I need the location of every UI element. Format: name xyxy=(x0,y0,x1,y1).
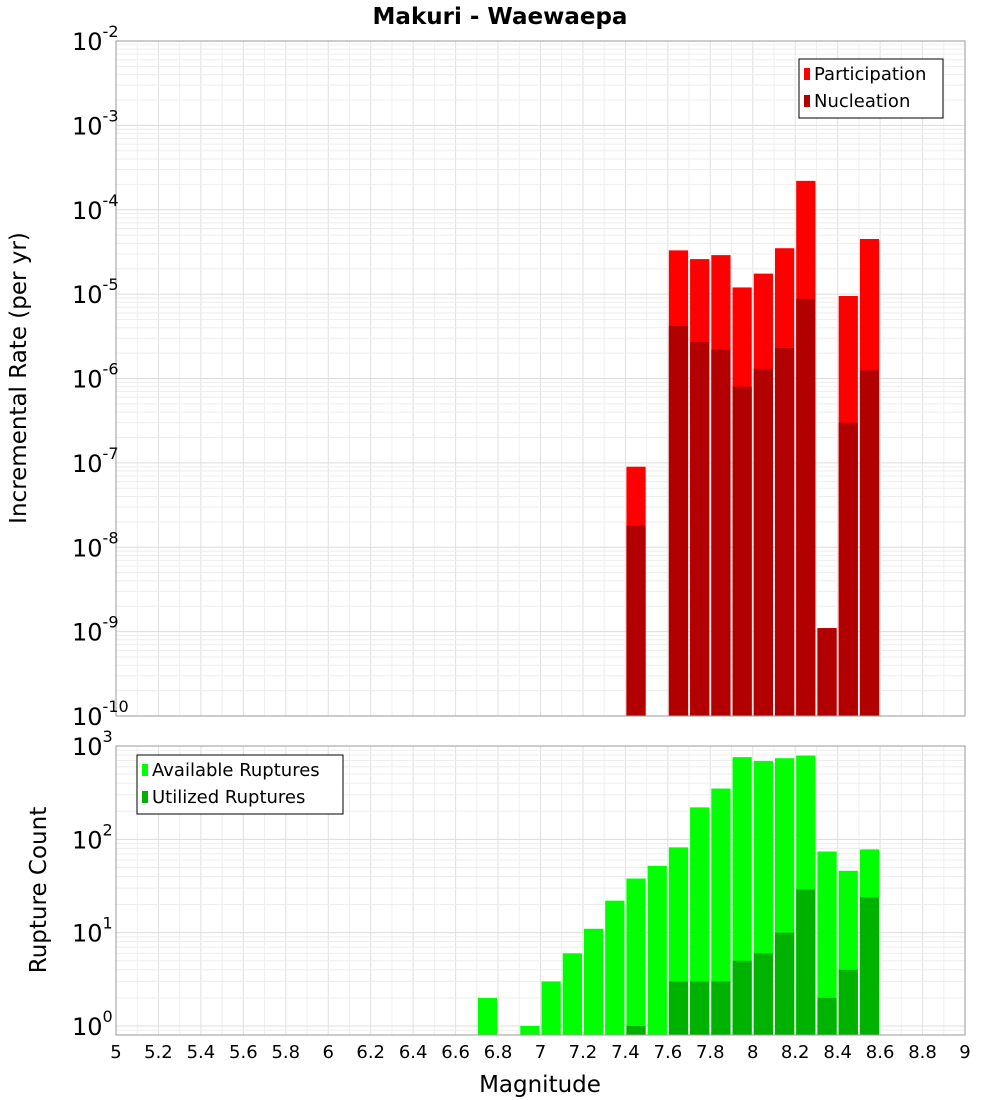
x-tick-label: 6.2 xyxy=(356,1042,385,1063)
x-tick-label: 8.6 xyxy=(866,1042,895,1063)
x-tick-label: 9 xyxy=(959,1042,970,1063)
bar-nucleation xyxy=(753,368,773,716)
bar-utilized-ruptures xyxy=(817,997,837,1035)
grid xyxy=(115,40,966,717)
x-tick-label: 5.8 xyxy=(271,1042,300,1063)
y-tick-label: 10-6 xyxy=(72,360,119,394)
bar-nucleation xyxy=(668,325,689,716)
legend-swatch xyxy=(804,68,810,80)
bar-available-ruptures xyxy=(711,788,731,1035)
y-tick-label: 10-3 xyxy=(72,106,119,140)
y-tick-label: 10-7 xyxy=(72,444,119,478)
bars xyxy=(477,755,880,1035)
legend-entry: Nucleation xyxy=(814,91,910,112)
y-tick-label: 10-2 xyxy=(72,22,119,56)
x-axis-label: Magnitude xyxy=(479,1072,601,1098)
plot-frame xyxy=(115,745,966,1036)
bar-utilized-ruptures xyxy=(753,953,773,1035)
y-axis-label-count: Rupture Count xyxy=(26,807,52,973)
x-tick-label: 6.6 xyxy=(441,1042,470,1063)
bar-nucleation xyxy=(796,298,816,716)
x-tick-label: 5.4 xyxy=(187,1042,216,1063)
bars xyxy=(626,180,880,717)
bar-nucleation xyxy=(817,628,837,716)
bar-utilized-ruptures xyxy=(711,981,731,1035)
legend-box xyxy=(136,754,344,815)
bar-nucleation xyxy=(626,525,646,716)
y-tick-label: 102 xyxy=(72,820,113,854)
legend-entry: Participation xyxy=(814,64,926,85)
bar-available-ruptures xyxy=(520,1025,540,1035)
plot-frame xyxy=(115,40,966,717)
bar-nucleation xyxy=(859,370,880,716)
bar-utilized-ruptures xyxy=(732,960,752,1035)
bar-nucleation xyxy=(732,386,752,716)
x-tick-label: 8.2 xyxy=(781,1042,810,1063)
x-tick-label: 7.6 xyxy=(654,1042,683,1063)
y-tick-label: 101 xyxy=(72,914,113,948)
bar-available-ruptures xyxy=(626,878,646,1035)
rate-panel: 10-10 10-9 10-8 10-7 10-6 10-5 10-4 10-3 10-2 Par… xyxy=(72,22,966,731)
bar-available-ruptures xyxy=(583,928,604,1035)
bar-utilized-ruptures xyxy=(690,981,710,1035)
x-tick-label: 6.4 xyxy=(399,1042,428,1063)
x-tick-label: 5 xyxy=(110,1042,121,1063)
legend-box xyxy=(798,58,944,119)
bar-nucleation xyxy=(711,349,731,716)
bar-utilized-ruptures xyxy=(626,1025,646,1035)
y-tick-label: 10-4 xyxy=(72,191,119,225)
y-axis-label-rate: Incremental Rate (per yr) xyxy=(6,232,32,524)
bar-available-ruptures xyxy=(477,997,498,1035)
x-tick-label: 5.2 xyxy=(144,1042,173,1063)
x-tick-labels: 5 5.2 5.4 5.6 5.8 6 6.2 6.4 6.6 6.8 7 7.2 7.4 7.6 7.8 8… xyxy=(110,1042,970,1063)
legend-swatch xyxy=(804,95,810,107)
y-tick-label: 103 xyxy=(72,727,113,761)
legend-entry: Available Ruptures xyxy=(152,760,320,781)
chart-title: Makuri - Waewaepa xyxy=(373,4,628,30)
bar-utilized-ruptures xyxy=(668,981,689,1035)
count-panel: 100 101 102 103 Available Ruptures Utilized R… xyxy=(72,727,966,1041)
x-tick-label: 8.4 xyxy=(823,1042,852,1063)
bar-available-ruptures xyxy=(562,953,582,1035)
legend: Available Ruptures Utilized Ruptures xyxy=(136,754,344,815)
bar-available-ruptures xyxy=(605,900,625,1035)
y-tick-label: 10-8 xyxy=(72,528,119,562)
bar-available-ruptures xyxy=(647,865,667,1035)
x-tick-label: 8 xyxy=(747,1042,758,1063)
y-tick-labels: 10-10 10-9 10-8 10-7 10-6 10-5 10-4 10-3 10-2 xyxy=(72,22,129,731)
x-tick-label: 6.8 xyxy=(484,1042,513,1063)
bar-available-ruptures xyxy=(690,807,710,1035)
legend: Participation Nucleation xyxy=(798,58,944,119)
y-tick-labels: 100 101 102 103 xyxy=(72,727,113,1041)
x-tick-label: 7.8 xyxy=(696,1042,725,1063)
legend-entry: Utilized Ruptures xyxy=(152,787,305,808)
bar-available-ruptures xyxy=(541,981,561,1035)
x-tick-label: 7.2 xyxy=(569,1042,598,1063)
bar-utilized-ruptures xyxy=(838,969,858,1035)
bar-utilized-ruptures xyxy=(796,889,816,1035)
y-tick-label: 10-10 xyxy=(72,697,129,731)
bar-utilized-ruptures xyxy=(859,897,880,1035)
x-tick-label: 7.4 xyxy=(611,1042,640,1063)
x-tick-label: 6 xyxy=(323,1042,334,1063)
bar-available-ruptures xyxy=(817,851,837,1035)
x-tick-label: 5.6 xyxy=(229,1042,258,1063)
legend-swatch xyxy=(142,791,148,803)
x-tick-label: 7 xyxy=(535,1042,546,1063)
y-tick-label: 10-9 xyxy=(72,613,119,647)
y-tick-label: 10-5 xyxy=(72,275,119,309)
bar-utilized-ruptures xyxy=(774,932,795,1035)
bar-nucleation xyxy=(838,422,858,716)
bar-nucleation xyxy=(774,347,795,716)
legend-swatch xyxy=(142,764,148,776)
x-tick-label: 8.8 xyxy=(908,1042,937,1063)
y-tick-label: 100 xyxy=(72,1007,113,1041)
bar-nucleation xyxy=(690,342,710,716)
